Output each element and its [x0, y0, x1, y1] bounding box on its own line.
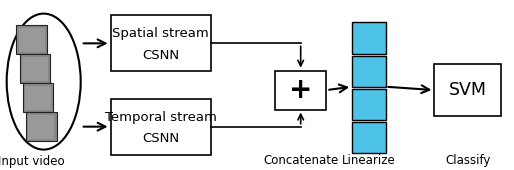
Text: Classify: Classify: [445, 154, 490, 167]
Text: Input video: Input video: [0, 155, 64, 168]
Bar: [28, 115, 54, 139]
Bar: [352, 22, 386, 54]
Bar: [275, 71, 326, 110]
Text: Temporal stream: Temporal stream: [105, 111, 216, 124]
Bar: [26, 112, 57, 141]
Bar: [25, 86, 51, 110]
Text: +: +: [289, 76, 313, 104]
Bar: [111, 15, 211, 71]
Bar: [352, 89, 386, 120]
Bar: [111, 99, 211, 155]
Text: SVM: SVM: [449, 81, 487, 99]
Bar: [434, 64, 501, 116]
Text: CSNN: CSNN: [142, 132, 179, 146]
Text: Concatenate: Concatenate: [263, 154, 338, 167]
Bar: [23, 83, 53, 112]
Bar: [19, 28, 45, 52]
Bar: [352, 122, 386, 153]
Bar: [16, 26, 47, 54]
Text: Linearize: Linearize: [342, 154, 396, 167]
Bar: [20, 54, 50, 83]
Bar: [352, 56, 386, 87]
Text: CSNN: CSNN: [142, 49, 179, 62]
Text: Spatial stream: Spatial stream: [112, 27, 209, 40]
Bar: [22, 57, 48, 81]
